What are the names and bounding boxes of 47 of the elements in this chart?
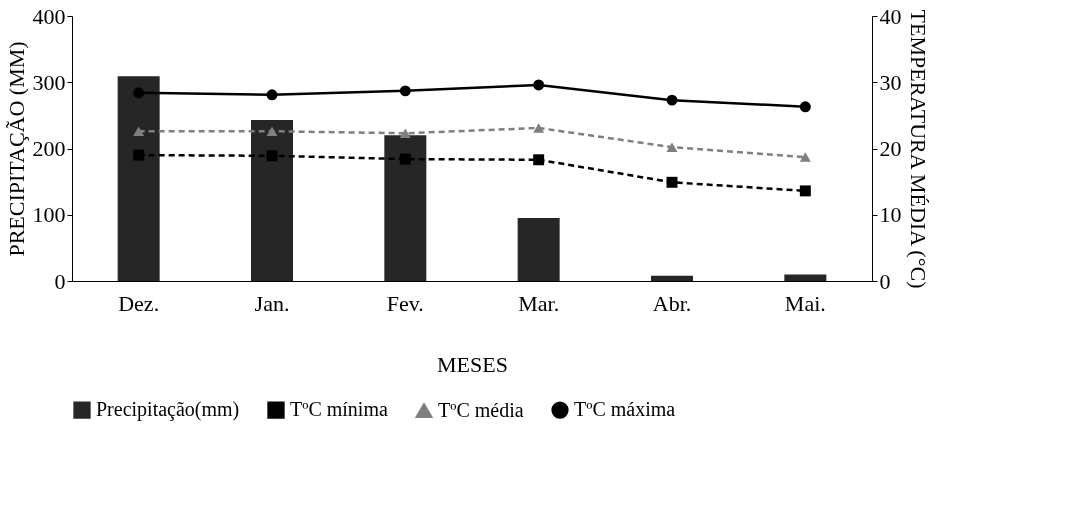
point: [799, 152, 811, 162]
x-tick-label: Fev.: [386, 290, 424, 316]
y-tick-label: 300: [32, 69, 66, 95]
point: [266, 89, 278, 101]
point: [399, 85, 411, 97]
y2-axis-title: TEMPERATURA MÉDIA (°C): [905, 9, 931, 289]
y-tick-label: 400: [32, 3, 66, 29]
x-axis-title: MESES: [437, 351, 508, 377]
y2-tick-label: 20: [879, 136, 902, 161]
y-tick-label: 200: [32, 136, 66, 161]
legend-label: TºC média: [438, 398, 524, 421]
point: [533, 123, 545, 133]
point: [799, 101, 811, 113]
point: [266, 150, 278, 162]
bar: [251, 120, 293, 281]
point: [399, 153, 411, 165]
point: [799, 185, 811, 197]
point: [133, 87, 145, 99]
y2-tick-label: 40: [879, 3, 902, 29]
y2-tick-label: 0: [879, 268, 891, 294]
y2-tick-label: 30: [879, 69, 902, 95]
point: [133, 126, 145, 137]
point: [533, 154, 545, 166]
legend-label: TºC máxima: [574, 398, 676, 421]
x-tick-label: Jan.: [254, 290, 290, 316]
bar: [651, 275, 693, 281]
point: [533, 79, 545, 91]
bar: [117, 76, 160, 281]
point: [133, 149, 145, 161]
y2-tick-label: 10: [879, 202, 902, 228]
x-tick-label: Dez.: [118, 290, 160, 316]
bar: [384, 135, 427, 281]
y-axis-title: PRECIPITAÇÃO (MM): [3, 41, 29, 257]
point: [666, 94, 678, 106]
bar: [784, 274, 827, 281]
point: [666, 176, 678, 188]
legend-label: Precipitação(mm): [96, 398, 240, 422]
bar: [517, 218, 560, 281]
point: [666, 142, 678, 152]
legend-label: TºC mínima: [290, 398, 388, 421]
y-tick-label: 100: [32, 202, 66, 228]
point: [399, 128, 411, 139]
y-tick-label: 0: [54, 268, 66, 294]
x-tick-label: Mai.: [784, 290, 826, 316]
point: [266, 126, 278, 137]
x-tick-label: Abr.: [652, 290, 692, 316]
x-tick-label: Mar.: [518, 290, 560, 316]
